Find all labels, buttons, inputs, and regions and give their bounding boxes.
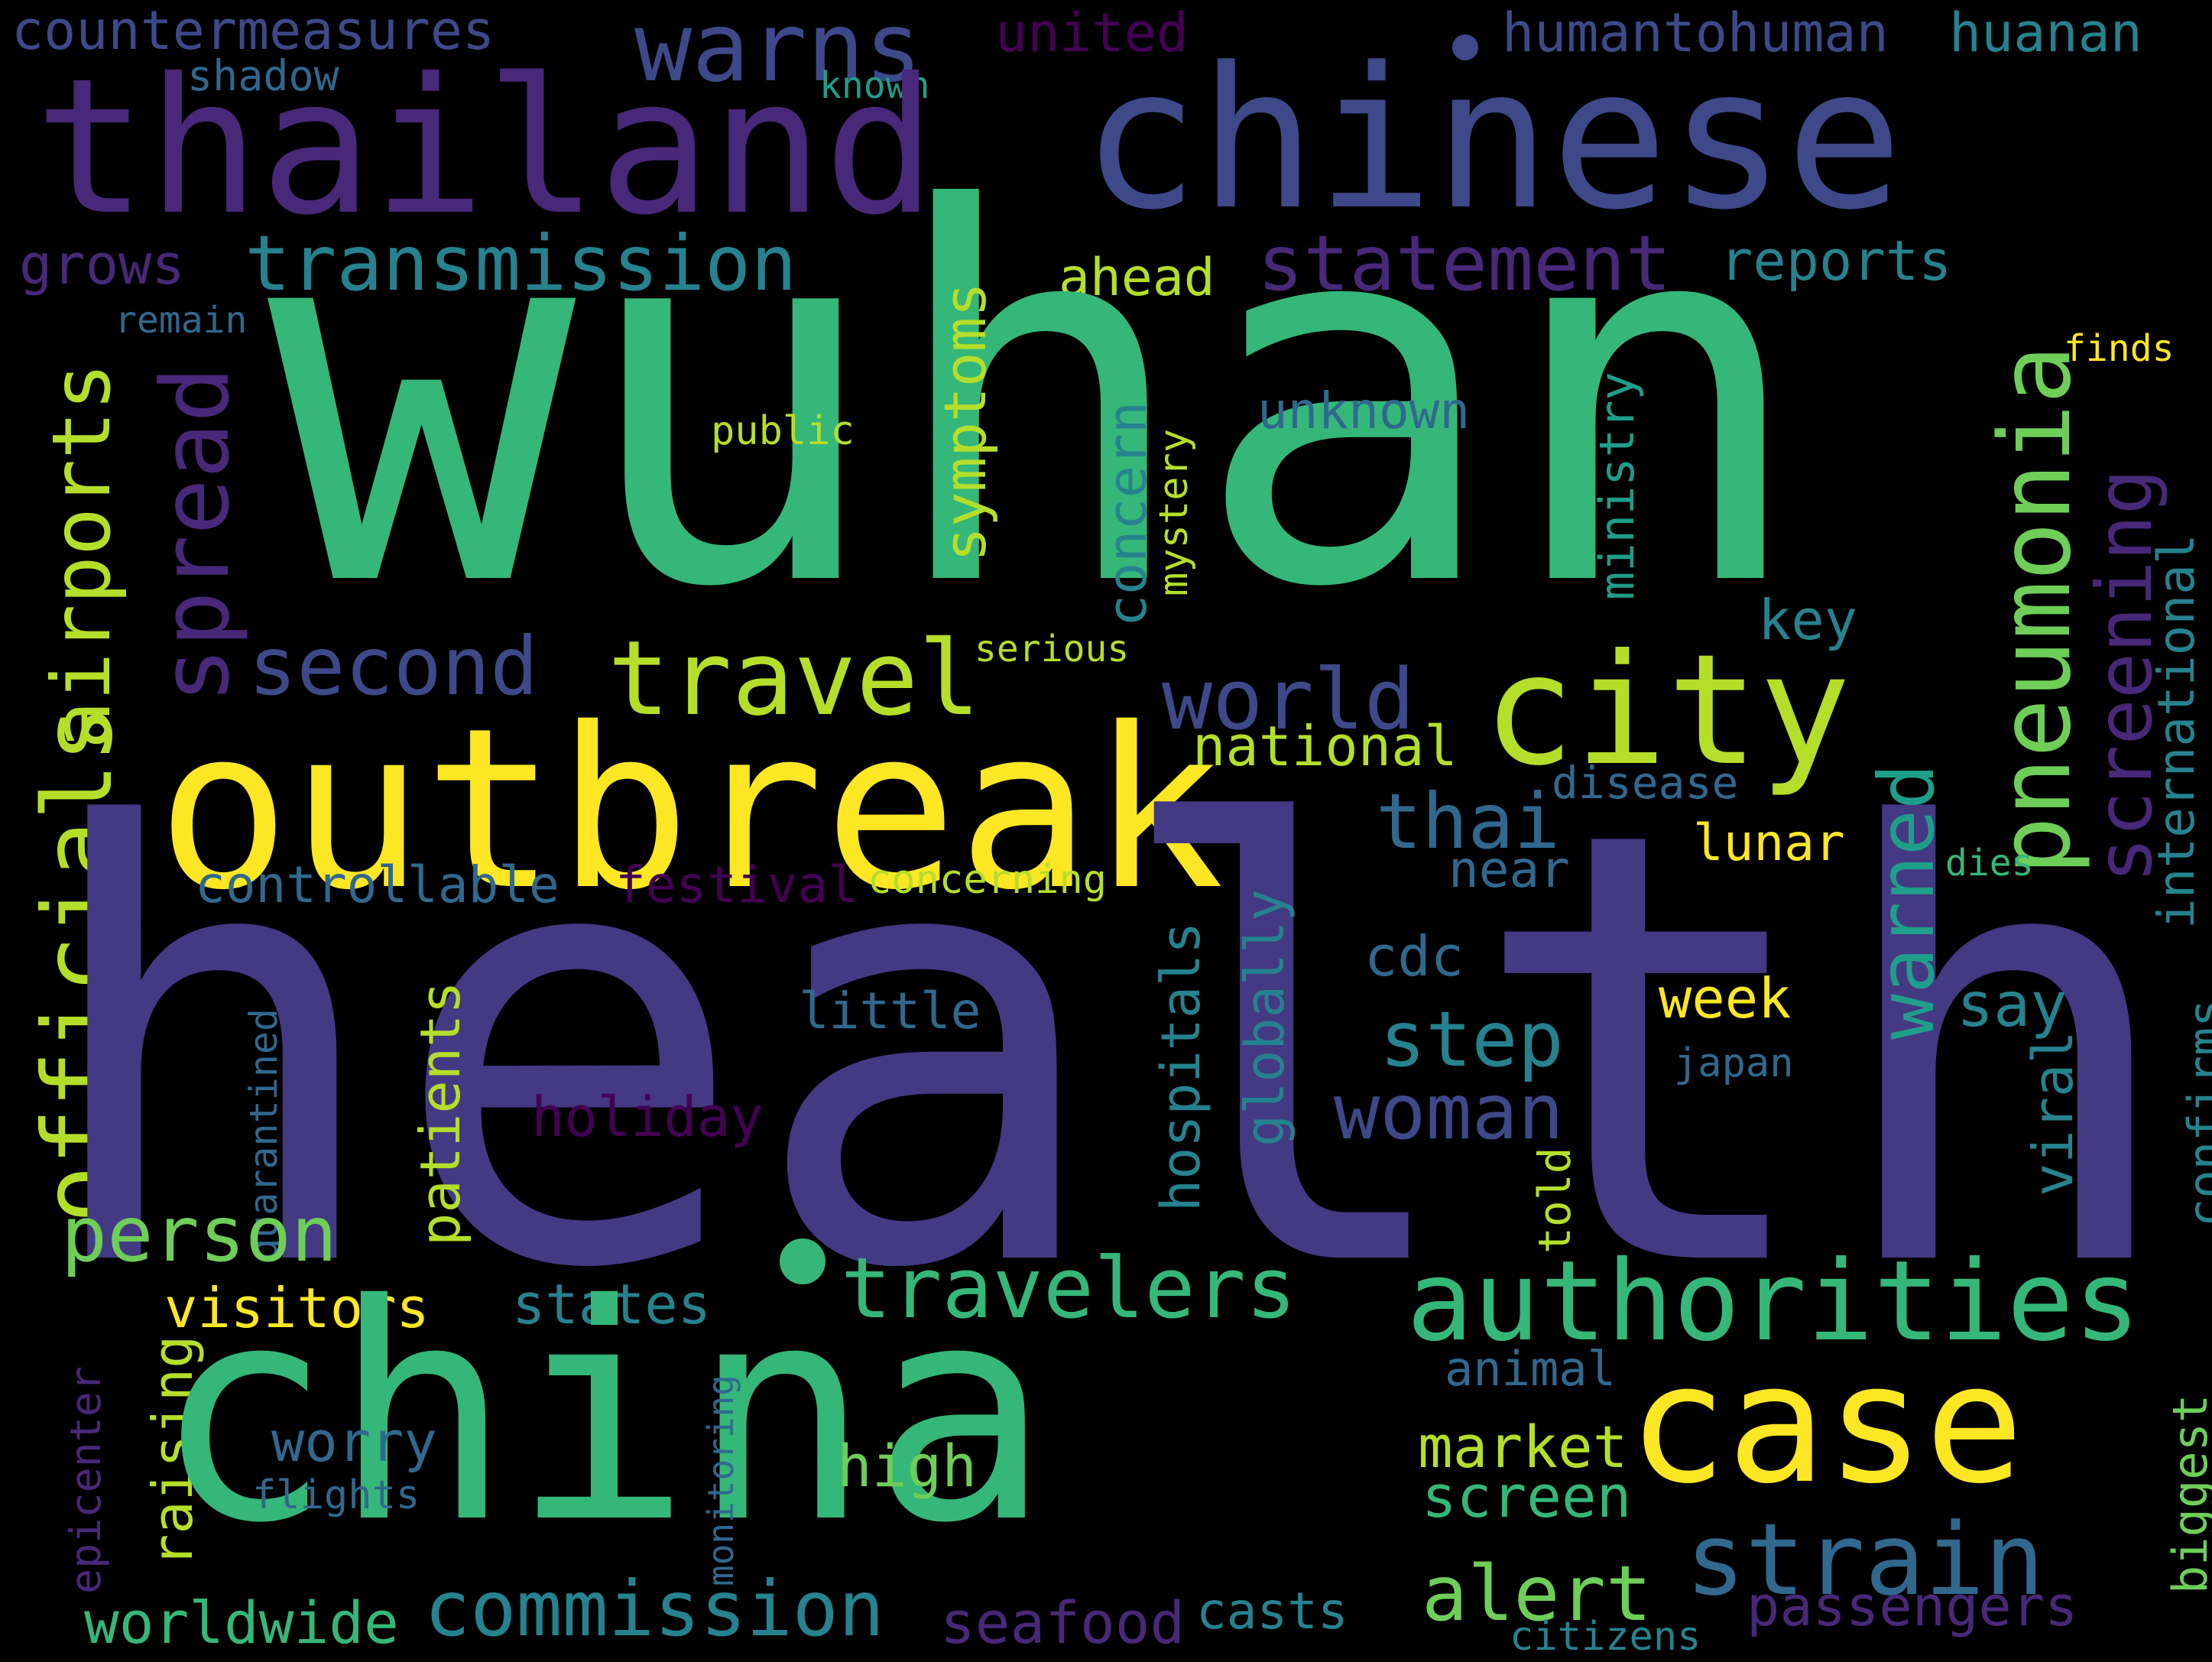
cloud-word-market: market	[1418, 1413, 1628, 1481]
cloud-word-spread: spread	[141, 366, 250, 703]
cloud-word-known: known	[819, 64, 930, 107]
cloud-word-woman: woman	[1334, 1067, 1565, 1157]
cloud-word-china: china	[153, 1241, 1050, 1588]
cloud-word-unknown: unknown	[1257, 381, 1471, 440]
cloud-word-worry: worry	[271, 1410, 437, 1474]
cloud-word-globally: globally	[1234, 888, 1296, 1147]
cloud-word-japan: japan	[1674, 1040, 1794, 1086]
cloud-word-warned: warned	[1862, 763, 1951, 1040]
cloud-word-reports: reports	[1720, 229, 1952, 293]
cloud-word-week: week	[1659, 966, 1792, 1031]
cloud-word-monitoring: monitoring	[700, 1375, 741, 1586]
cloud-word-animal: animal	[1445, 1341, 1616, 1397]
cloud-word-travelers: travelers	[841, 1239, 1297, 1337]
cloud-word-thai: thai	[1376, 777, 1560, 866]
cloud-word-world: world	[1162, 651, 1416, 748]
cloud-word-concerning: concerning	[868, 857, 1108, 903]
cloud-word-near: near	[1448, 840, 1570, 899]
cloud-word-passengers: passengers	[1747, 1574, 2078, 1638]
decorative-dot-2	[780, 1238, 825, 1284]
cloud-word-remain: remain	[115, 299, 248, 342]
cloud-word-person: person	[61, 1190, 338, 1279]
cloud-word-thailand: thailand	[34, 38, 937, 256]
cloud-word-festival: festival	[615, 855, 858, 914]
cloud-word-high: high	[837, 1432, 978, 1500]
cloud-word-states: states	[512, 1272, 712, 1336]
cloud-word-concern: concern	[1096, 401, 1159, 627]
cloud-word-patients: patients	[408, 981, 472, 1246]
cloud-word-strain: strain	[1685, 1501, 2045, 1618]
cloud-word-hospitals: hospitals	[1150, 921, 1212, 1212]
cloud-word-cdc: cdc	[1364, 924, 1464, 988]
cloud-word-visitors: visitors	[164, 1276, 430, 1340]
cloud-word-epicenter: epicenter	[61, 1365, 110, 1594]
cloud-word-huanan: huanan	[1949, 2, 2142, 64]
cloud-word-commission: commission	[424, 1564, 885, 1654]
cloud-word-humantohuman: humantohuman	[1502, 2, 1889, 64]
cloud-word-flights: flights	[252, 1472, 420, 1518]
cloud-word-travel: travel	[608, 618, 981, 738]
cloud-word-statement: statement	[1257, 219, 1672, 308]
cloud-word-wuhan: wuhan	[268, 103, 1809, 700]
cloud-word-key: key	[1758, 588, 1858, 652]
cloud-word-viral: viral	[2021, 1031, 2085, 1196]
cloud-word-mystery: mystery	[1151, 428, 1197, 596]
cloud-word-say: say	[1957, 969, 2068, 1040]
cloud-word-authorities: authorities	[1406, 1237, 2141, 1366]
cloud-word-ministry: ministry	[1589, 372, 1645, 600]
cloud-word-case: case	[1628, 1328, 2024, 1520]
cloud-word-transmission: transmission	[245, 219, 797, 308]
cloud-word-serious: serious	[975, 628, 1130, 670]
cloud-word-finds: finds	[2064, 327, 2175, 370]
cloud-word-little: little	[799, 982, 981, 1040]
cloud-word-shadow: shadow	[187, 51, 339, 100]
cloud-word-step: step	[1380, 995, 1564, 1084]
cloud-word-chinese: chinese	[1082, 26, 1903, 253]
cloud-word-confirms: confirms	[2178, 998, 2212, 1227]
cloud-word-citizens: citizens	[1510, 1614, 1701, 1660]
cloud-word-grows: grows	[19, 232, 185, 297]
cloud-word-ahead: ahead	[1059, 248, 1215, 308]
cloud-word-disease: disease	[1552, 757, 1739, 809]
decorative-dot-1	[1452, 34, 1478, 60]
cloud-word-dies: dies	[1945, 842, 2034, 885]
cloud-word-public: public	[711, 408, 855, 454]
cloud-word-health: health	[31, 704, 2184, 1398]
cloud-word-second: second	[248, 620, 539, 713]
cloud-word-city: city	[1483, 622, 1851, 800]
cloud-word-controllable: controllable	[195, 855, 559, 914]
cloud-word-biggest: biggest	[2162, 1394, 2212, 1594]
cloud-word-outbreak: outbreak	[157, 681, 1224, 939]
cloud-word-warns: warns	[634, 0, 923, 103]
cloud-word-united: united	[995, 2, 1189, 64]
cloud-word-screen: screen	[1422, 1462, 1632, 1531]
cloud-word-alert: alert	[1422, 1549, 1653, 1638]
cloud-word-lunar: lunar	[1693, 813, 1845, 872]
cloud-word-airports: airports	[35, 362, 128, 749]
cloud-word-seafood: seafood	[940, 1589, 1185, 1657]
cloud-word-national: national	[1192, 714, 1458, 778]
cloud-word-countermeasures: countermeasures	[11, 0, 495, 62]
cloud-word-worldwide: worldwide	[84, 1589, 399, 1657]
cloud-word-holiday: holiday	[531, 1085, 764, 1149]
cloud-word-casts: casts	[1196, 1582, 1348, 1641]
cloud-word-symptoms: symptoms	[931, 281, 999, 562]
